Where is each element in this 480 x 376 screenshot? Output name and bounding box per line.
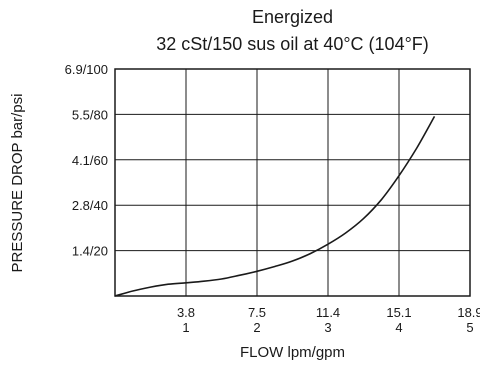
y-tick-label-4: 5.5/80 [72, 107, 108, 122]
x-tick-label-lpm-5: 18.9 [457, 305, 480, 320]
chart-title-line-1: Energized [251, 7, 334, 27]
x-axis-label: FLOW lpm/gpm [239, 344, 345, 361]
x-tick-label-gpm-1: 1 [182, 320, 189, 335]
x-tick-label-lpm-1: 3.8 [177, 305, 195, 320]
x-tick-label-gpm-5: 5 [466, 320, 473, 335]
x-tick-label-lpm-2: 7.5 [248, 305, 266, 320]
y-tick-label-5: 6.9/100 [65, 62, 108, 77]
plot-frame [114, 68, 471, 297]
x-tick-label-gpm-3: 3 [324, 320, 331, 335]
y-tick-label-2: 2.8/40 [72, 198, 108, 213]
x-tick-label-lpm-4: 15.1 [386, 305, 411, 320]
y-tick-label-3: 4.1/60 [72, 153, 108, 168]
x-tick-label-gpm-2: 2 [253, 320, 260, 335]
pressure-drop-curve-1 [114, 116, 436, 297]
x-tick-label-gpm-4: 4 [395, 320, 402, 335]
chart-title-line-2: 32 cSt/150 sus oil at 40°C (104°F) [156, 34, 429, 54]
x-tick-label-lpm-3: 11.4 [316, 305, 340, 320]
y-tick-label-1: 1.4/20 [72, 244, 108, 259]
